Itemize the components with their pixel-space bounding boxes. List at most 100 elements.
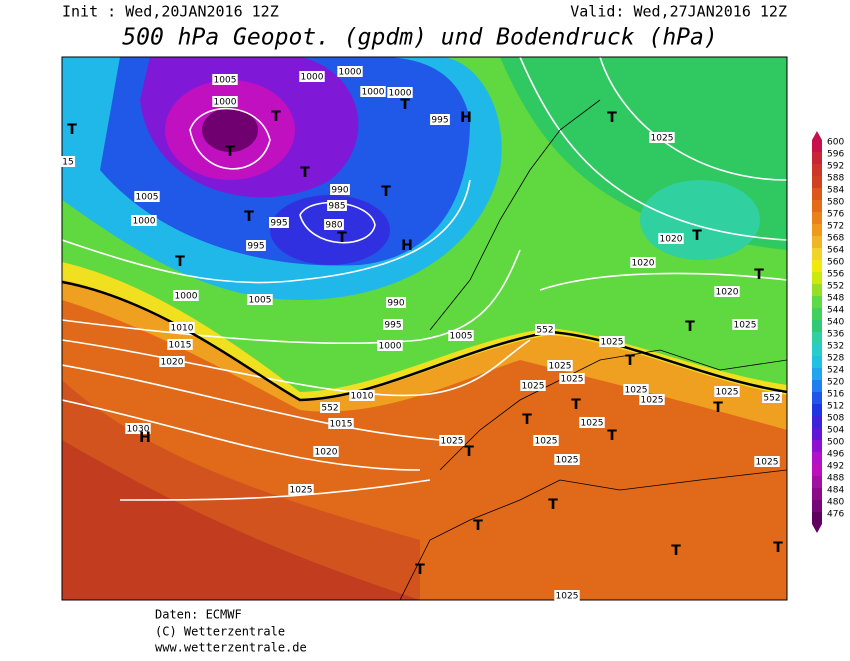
isobar-label: 15 [62,158,73,168]
init-time: Init : Wed,20JAN2016 12Z [62,3,279,21]
isobar-label-box [623,384,649,395]
map-title: 500 hPa Geopot. (gpdm) und Bodendruck (h… [122,25,717,51]
colorbar-label: 600 [827,138,844,148]
isobar-label: 1005 [214,76,237,86]
field-teal [640,180,760,260]
colorbar-swatch [812,452,822,464]
isobar-label-box [533,435,559,446]
pressure-center-symbol: T [175,254,185,270]
isobar-label: 1020 [660,235,683,245]
isobar-label: 552 [536,326,553,336]
colorbar-swatch [812,308,822,320]
isobar-label: 1000 [379,342,402,352]
isobar-label: 1025 [561,375,584,385]
isobar-label-box [714,286,740,297]
isobar-label: 1025 [535,437,558,447]
isobar-label-box [360,86,386,97]
colorbar-swatch [812,500,822,512]
pressure-center-symbol: T [337,230,347,246]
isobar-label: 552 [321,404,338,414]
isobar-label: 990 [387,299,404,309]
pressure-center-symbol: H [139,430,151,446]
colorbar-swatch [812,440,822,452]
isobar-label-box [324,219,344,230]
colorbar-label: 588 [827,174,844,184]
colorbar-label: 536 [827,330,844,340]
isobar-label: 1025 [625,386,648,396]
isobar-label: 1010 [351,392,374,402]
isobar-label-box [212,96,238,107]
isobar-label-box [337,66,363,77]
isobar-label: 1010 [171,324,194,334]
colorbar-label: 488 [827,474,844,484]
field-red-orange [62,380,420,600]
isobar-label: 995 [431,116,448,126]
isobar-label-box [167,339,193,350]
isobar-label-box [383,319,403,330]
pressure-center-symbol: T [244,209,254,225]
line-552 [62,280,787,402]
colorbar-swatch [812,140,822,152]
isobar-label-box [212,74,238,85]
colorbar-swatch [812,368,822,380]
isobar-label: 1025 [641,396,664,406]
colorbar-label: 580 [827,198,844,208]
colorbar-label: 500 [827,438,844,448]
colorbar-label: 576 [827,210,844,220]
colorbar-label: 496 [827,450,844,460]
valid-time: Valid: Wed,27JAN2016 12Z [570,3,787,21]
pressure-center-symbol: T [754,267,764,283]
pressure-center-symbol: T [625,353,635,369]
colorbar-label: 480 [827,498,844,508]
colorbar-label: 552 [827,282,844,292]
isobar-label: 1025 [581,419,604,429]
pressure-center-symbol: T [522,412,532,428]
pressure-center-symbol: T [473,518,483,534]
colorbar-label: 476 [827,510,844,520]
isobar-label: 1025 [716,388,739,398]
isobar-label: 1025 [549,362,572,372]
colorbar-bottom-arrow [812,524,822,533]
colorbar-swatch [812,212,822,224]
isobar-label-box [60,156,76,167]
colorbar-label: 520 [827,378,844,388]
colorbar-swatch [812,152,822,164]
isobar [62,179,471,284]
isobar [62,364,441,441]
colorbar-label: 484 [827,486,844,496]
isobar-label: 995 [247,242,264,252]
isobar-label-box [430,114,450,125]
colorbar-label: 564 [827,246,844,256]
colorbar-top-arrow [812,131,822,140]
pressure-center-symbol: T [225,144,235,160]
isobar-label-box [448,330,474,341]
isobar-label-box [330,184,350,195]
colorbar-swatch [812,428,822,440]
colorbar-swatch [812,380,822,392]
isobar-label-box [169,322,195,333]
footer-source: Daten: ECMWF [155,608,242,622]
colorbar-label: 544 [827,306,844,316]
colorbar-label: 584 [827,186,844,196]
colorbar-swatch [812,284,822,296]
isobar-label: 1030 [127,425,150,435]
colorbar-label: 512 [827,402,844,412]
colorbar-label: 524 [827,366,844,376]
isobar-label: 1005 [136,193,159,203]
isobar [299,201,376,244]
isobar-label: 1025 [556,456,579,466]
isobar [189,107,271,170]
colorbar-label: 508 [827,414,844,424]
isobar-label: 985 [328,202,345,212]
isobar-label: 980 [325,221,342,231]
isobar-label-box [134,191,160,202]
pressure-center-symbol: T [548,497,558,513]
isobar-label-box [732,319,758,330]
field-dark-purple [202,108,258,152]
isobar-label-box [349,390,375,401]
isobar-label-box [313,446,339,457]
isobar-label: 1020 [315,448,338,458]
colorbar-swatch [812,296,822,308]
colorbar-swatch [812,248,822,260]
